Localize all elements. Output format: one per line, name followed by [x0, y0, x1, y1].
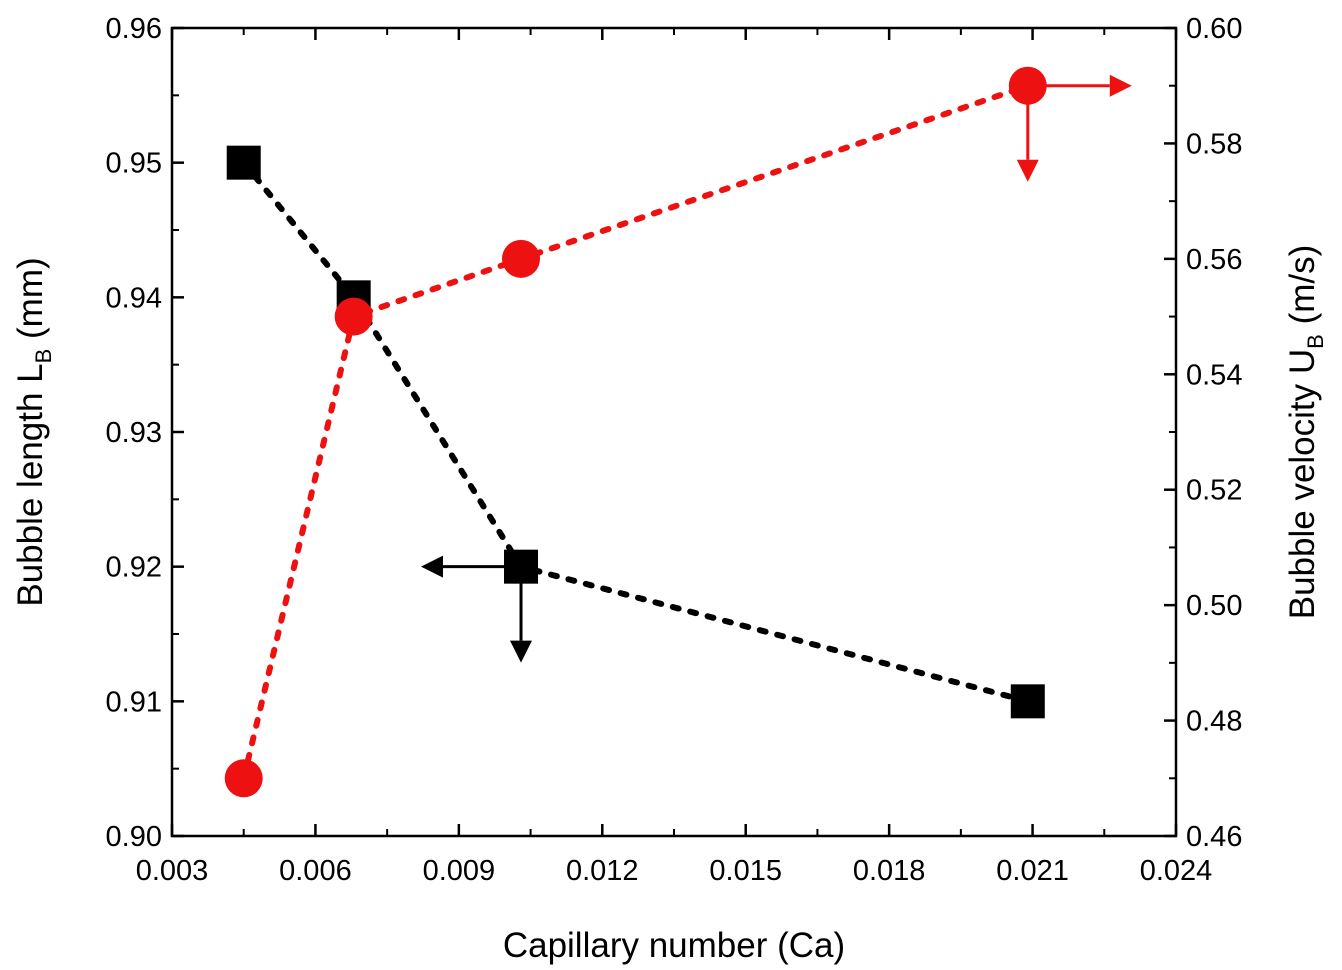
y-left-title-main: Bubble length L [11, 363, 50, 606]
y-right-tick-label: 0.46 [1186, 821, 1242, 853]
x-tick-label: 0.003 [136, 855, 209, 887]
data-point-square [226, 145, 261, 180]
data-point-circle [1008, 66, 1047, 105]
x-tick-label: 0.018 [853, 855, 926, 887]
y-right-tick-label: 0.60 [1186, 13, 1242, 45]
x-tick-label: 0.012 [566, 855, 639, 887]
bubble-length-arrow-head-down [510, 640, 533, 663]
y-right-tick-label: 0.48 [1186, 706, 1242, 738]
y-right-title-main: Bubble velocity U [1283, 349, 1322, 619]
data-point-circle [502, 239, 541, 278]
y-left-tick-label: 0.90 [106, 821, 162, 853]
y-left-tick-label: 0.95 [106, 148, 162, 180]
y-left-tick-label: 0.93 [106, 417, 162, 449]
bubble-length-arrow-head-left [421, 555, 444, 578]
y-right-title-subscript: B [1303, 334, 1328, 349]
bubble-velocity-arrow-head-down [1016, 159, 1039, 182]
y-left-title-unit: (mm) [11, 257, 50, 348]
series-lines [240, 82, 1031, 782]
x-tick-label: 0.021 [996, 855, 1069, 887]
markers [224, 66, 1047, 798]
x-axis-title: Capillary number (Ca) [503, 926, 845, 965]
y-left-tick-label: 0.92 [106, 552, 162, 584]
x-tick-label: 0.015 [709, 855, 782, 887]
bubble-length-line [240, 159, 1031, 705]
y-left-tick-label: 0.91 [106, 686, 162, 718]
y-right-tick-label: 0.52 [1186, 475, 1242, 507]
y-right-title-unit: (m/s) [1283, 245, 1322, 334]
y-right-tick-label: 0.56 [1186, 244, 1242, 276]
bubble-velocity-arrow-head-right [1109, 74, 1132, 97]
y-left-tick-label: 0.96 [106, 13, 162, 45]
data-point-circle [224, 759, 263, 798]
data-point-square [1010, 684, 1045, 719]
tick-labels: 0.003 0.006 0.009 0.012 0.015 0.018 0.021 0.024… [106, 13, 1243, 887]
y-right-tick-label: 0.50 [1186, 590, 1242, 622]
y-right-tick-label: 0.58 [1186, 128, 1242, 160]
data-point-circle [334, 297, 373, 336]
data-point-square [504, 549, 539, 584]
x-tick-label: 0.009 [423, 855, 496, 887]
x-tick-label: 0.006 [279, 855, 352, 887]
y-right-axis-title: Bubble velocity UB (m/s) [1283, 245, 1328, 620]
bubble-velocity-line [240, 82, 1031, 782]
y-left-tick-label: 0.94 [106, 282, 162, 314]
y-left-axis-title: Bubble length LB (mm) [11, 257, 56, 606]
y-right-tick-label: 0.54 [1186, 359, 1242, 391]
y-left-title-subscript: B [31, 349, 56, 364]
ticks [170, 26, 1178, 838]
x-tick-label: 0.024 [1140, 855, 1213, 887]
